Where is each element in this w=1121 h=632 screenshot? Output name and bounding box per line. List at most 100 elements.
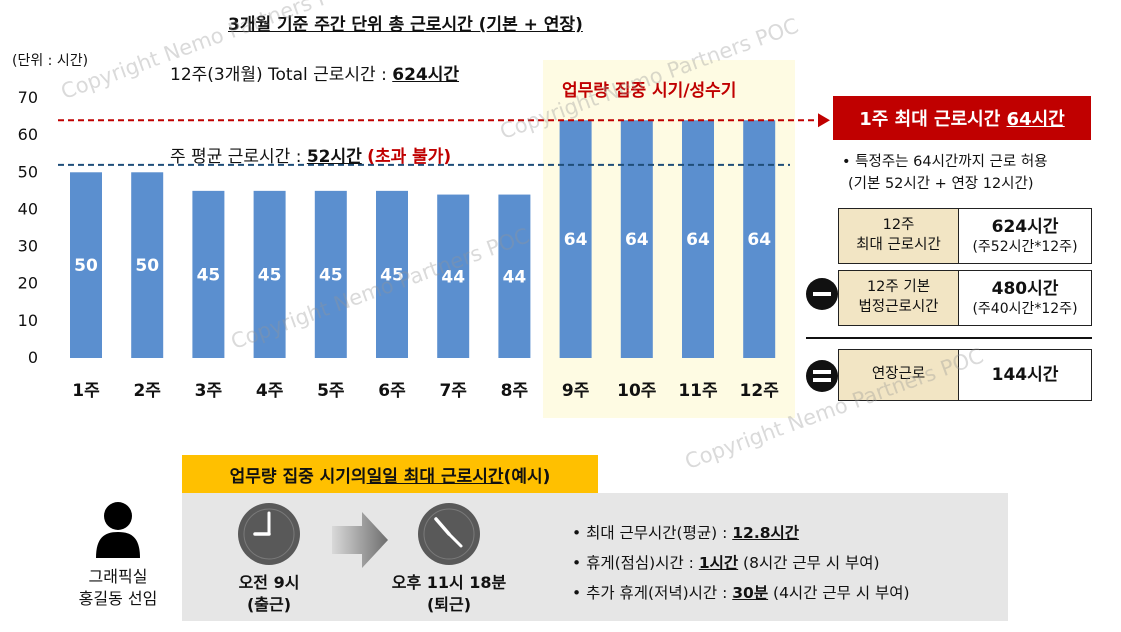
total-hours-prefix: 12주(3개월) Total 근로시간 : [170, 65, 393, 85]
table-key: 12주 기본 법정근로시간 [839, 271, 959, 325]
bar-data-label: 44 [503, 267, 527, 287]
example-header-emphasis: 일일 최대 근로시간 [366, 466, 504, 487]
x-tick-label: 12주 [740, 381, 780, 401]
bar [376, 190, 408, 358]
max-weekly-hours-prefix: 1주 최대 근로시간 [859, 109, 1001, 130]
bar [682, 120, 714, 359]
bullet-suffix: (8시간 근무 시 부여) [738, 554, 880, 572]
bar-data-label: 64 [747, 230, 771, 250]
right-arrow-icon [332, 512, 388, 568]
table-value: 624시간 (주52시간*12주) [959, 209, 1091, 263]
person-label: 그래픽실 홍길동 선임 [66, 566, 170, 611]
y-tick-label: 40 [18, 199, 38, 218]
x-tick-label: 6주 [378, 381, 406, 401]
table-value-main: 480시간 [991, 278, 1059, 299]
total-hours-value: 624시간 [392, 65, 460, 85]
table-key: 12주 최대 근로시간 [839, 209, 959, 263]
bullet-prefix: • 최대 근무시간(평균) : [572, 524, 733, 542]
y-tick-label: 50 [18, 162, 38, 181]
peak-period-label: 업무량 집중 시기/성수기 [562, 81, 737, 101]
table-value: 480시간 (주40시간*12주) [959, 271, 1091, 325]
max-weekly-hours-value: 64시간 [1006, 109, 1065, 130]
example-bullet: • 휴게(점심)시간 : 1시간 (8시간 근무 시 부여) [572, 548, 910, 578]
table-key-line1: 연장근로 [871, 366, 926, 383]
average-hours-value: 52시간 [306, 147, 362, 167]
end-time-label: 오후 11시 18분 (퇴근) [380, 572, 518, 615]
bar [437, 194, 470, 358]
minus-icon [806, 278, 838, 310]
bar-data-label: 45 [319, 265, 343, 285]
table-value-main: 144시간 [991, 364, 1059, 385]
y-tick-label: 30 [18, 237, 38, 256]
x-tick-label: 11주 [678, 381, 718, 401]
x-tick-label: 3주 [195, 381, 223, 401]
y-tick-label: 20 [18, 274, 38, 293]
bullet-prefix: • 휴게(점심)시간 : [572, 554, 699, 572]
table-row-overtime: 연장근로 144시간 [838, 349, 1092, 401]
bar-data-label: 45 [258, 265, 282, 285]
bar [314, 190, 347, 358]
average-hours-line: 주 평균 근로시간 : 52시간 (초과 불가) [170, 142, 451, 167]
bar-data-label: 64 [564, 230, 588, 250]
note-line-1: • 특정주는 64시간까지 근로 허용 [842, 154, 1048, 170]
bar-data-label: 50 [135, 256, 159, 276]
bar [743, 120, 776, 359]
equals-icon [806, 360, 838, 392]
bullet-prefix: • 추가 휴게(저녁)시간 : [572, 584, 733, 602]
max-weekly-hours-box: 1주 최대 근로시간 64시간 [833, 96, 1091, 140]
x-tick-label: 2주 [133, 381, 161, 401]
bar-data-label: 45 [380, 265, 404, 285]
table-key-line1: 12주 기본 [866, 279, 931, 296]
end-time: 오후 11시 18분 [391, 573, 507, 592]
y-tick-label: 10 [18, 311, 38, 330]
example-bullets: • 최대 근무시간(평균) : 12.8시간 • 휴게(점심)시간 : 1시간 … [572, 518, 910, 608]
bar [559, 120, 592, 359]
table-key-line2: 최대 근로시간 [856, 237, 941, 253]
bar [620, 120, 653, 359]
max-line-arrowhead [818, 113, 830, 128]
equals-divider [806, 337, 1092, 339]
bullet-value: 1시간 [698, 554, 739, 572]
table-key-line2: 법정근로시간 [858, 299, 939, 315]
bar-data-label: 44 [441, 267, 465, 287]
y-tick-label: 70 [18, 88, 38, 107]
x-tick-label: 1주 [72, 381, 100, 401]
example-bullet: • 추가 휴게(저녁)시간 : 30분 (4시간 근무 시 부여) [572, 578, 910, 608]
bullet-value: 30분 [732, 584, 769, 602]
x-tick-label: 9주 [562, 381, 590, 401]
person-icon [96, 502, 140, 558]
start-time-label: 오전 9시 (출근) [218, 572, 320, 615]
end-time-caption: (퇴근) [426, 594, 472, 614]
x-tick-label: 10주 [617, 381, 657, 401]
table-value: 144시간 [959, 350, 1091, 400]
average-hours-note: (초과 불가) [367, 147, 452, 167]
start-time-caption: (출근) [246, 594, 292, 614]
table-value-main: 624시간 [991, 216, 1059, 237]
example-header-suffix: (예시) [503, 466, 551, 487]
bar [131, 172, 164, 358]
table-value-sub: (주40시간*12주) [972, 300, 1078, 317]
average-hours-prefix: 주 평균 근로시간 : [170, 147, 307, 167]
x-tick-label: 5주 [317, 381, 345, 401]
x-tick-label: 8주 [501, 381, 529, 401]
x-tick-label: 4주 [256, 381, 284, 401]
person-department: 그래픽실 [88, 567, 148, 586]
bullet-suffix: (4시간 근무 시 부여) [768, 584, 910, 602]
example-panel [182, 493, 1008, 621]
table-row-legal-hours: 12주 기본 법정근로시간 480시간 (주40시간*12주) [838, 270, 1092, 326]
bar-data-label: 45 [197, 265, 221, 285]
table-row-max-hours: 12주 최대 근로시간 624시간 (주52시간*12주) [838, 208, 1092, 264]
table-value-sub: (주52시간*12주) [972, 238, 1078, 255]
bar [498, 194, 531, 358]
person-name: 홍길동 선임 [78, 589, 158, 609]
unit-label: (단위 : 시간) [12, 53, 89, 69]
bullet-value: 12.8시간 [732, 524, 800, 542]
note-line-2: (기본 52시간 + 연장 12시간) [848, 176, 1034, 192]
bar [70, 172, 102, 358]
bar-data-label: 64 [686, 230, 710, 250]
chart-title: 3개월 기준 주간 단위 총 근로시간 (기본 + 연장) [228, 15, 583, 35]
bar [253, 190, 286, 358]
bar [192, 190, 225, 358]
example-header: 업무량 집중 시기의 일일 최대 근로시간 (예시) [182, 455, 598, 493]
